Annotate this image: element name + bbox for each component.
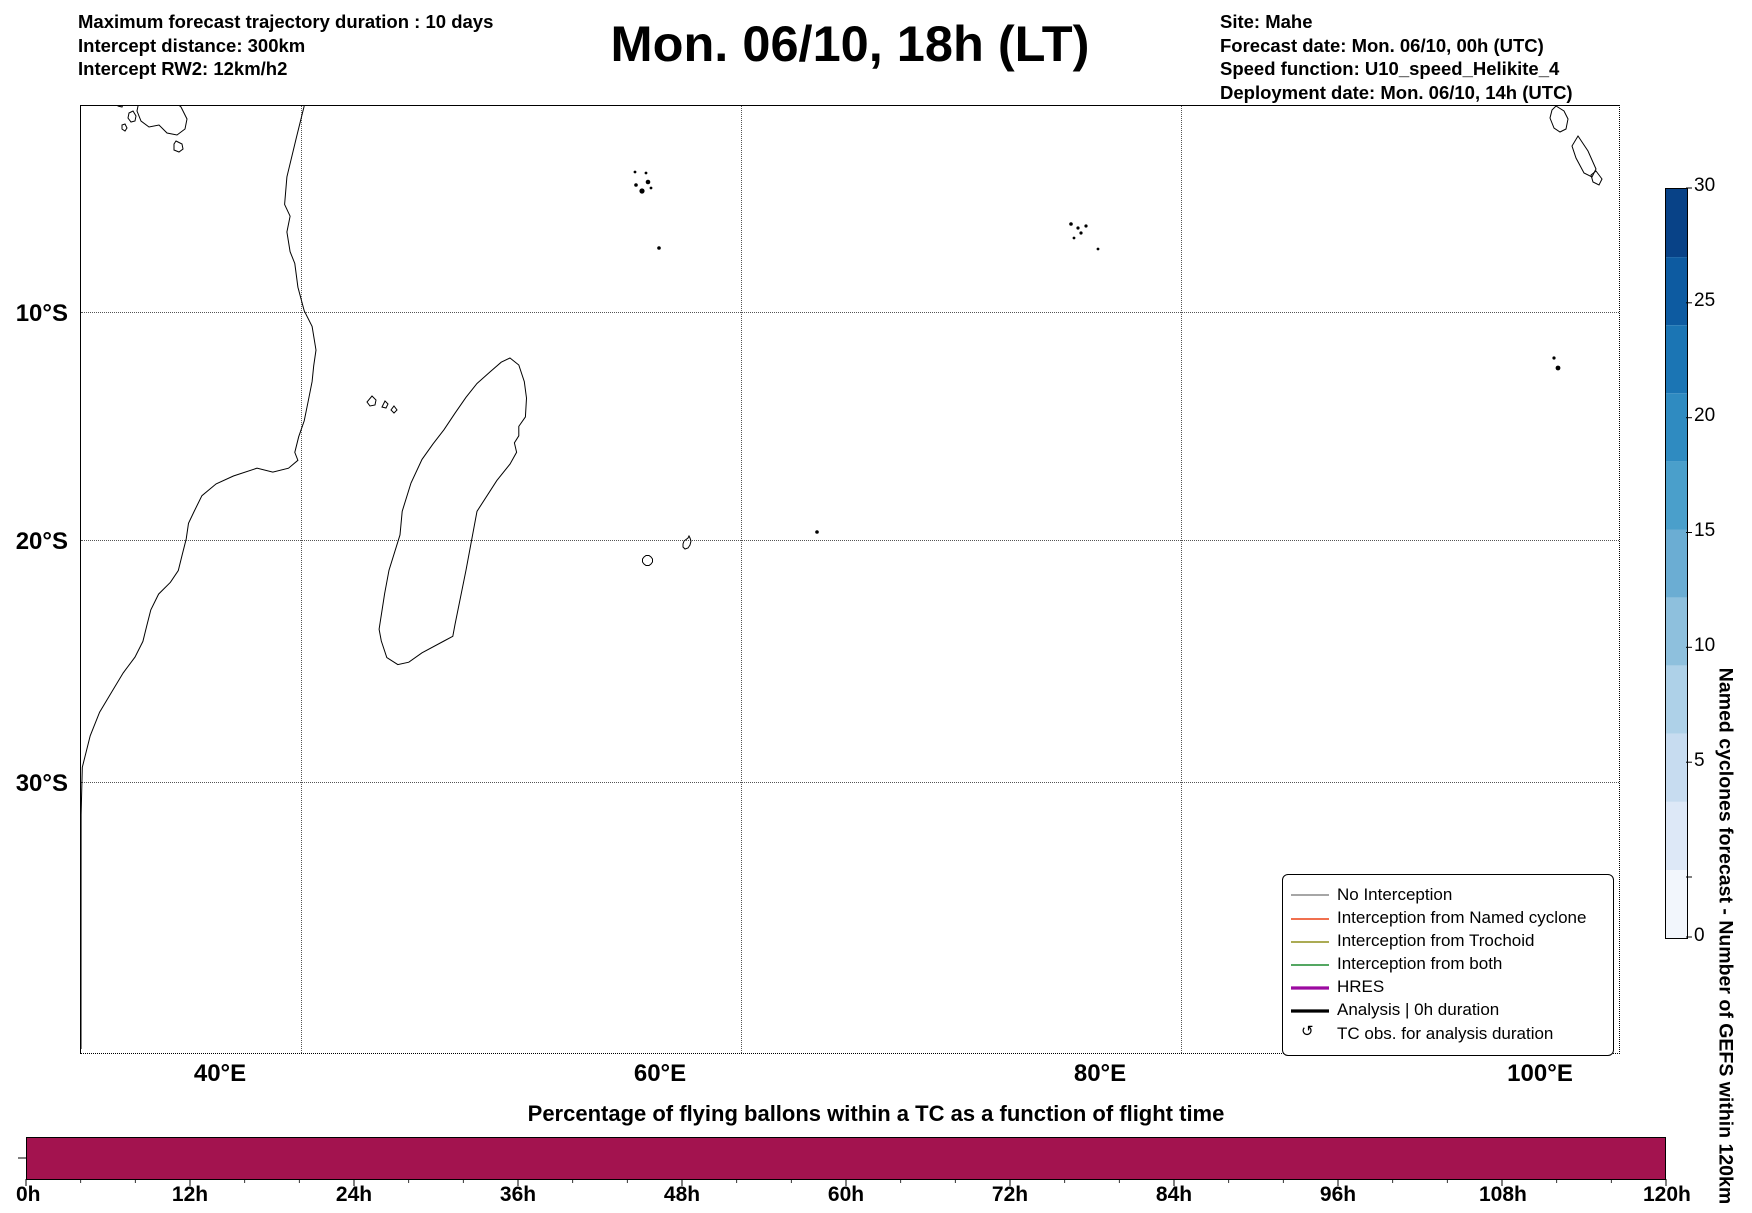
svg-text:↺: ↺ — [1301, 1023, 1314, 1040]
